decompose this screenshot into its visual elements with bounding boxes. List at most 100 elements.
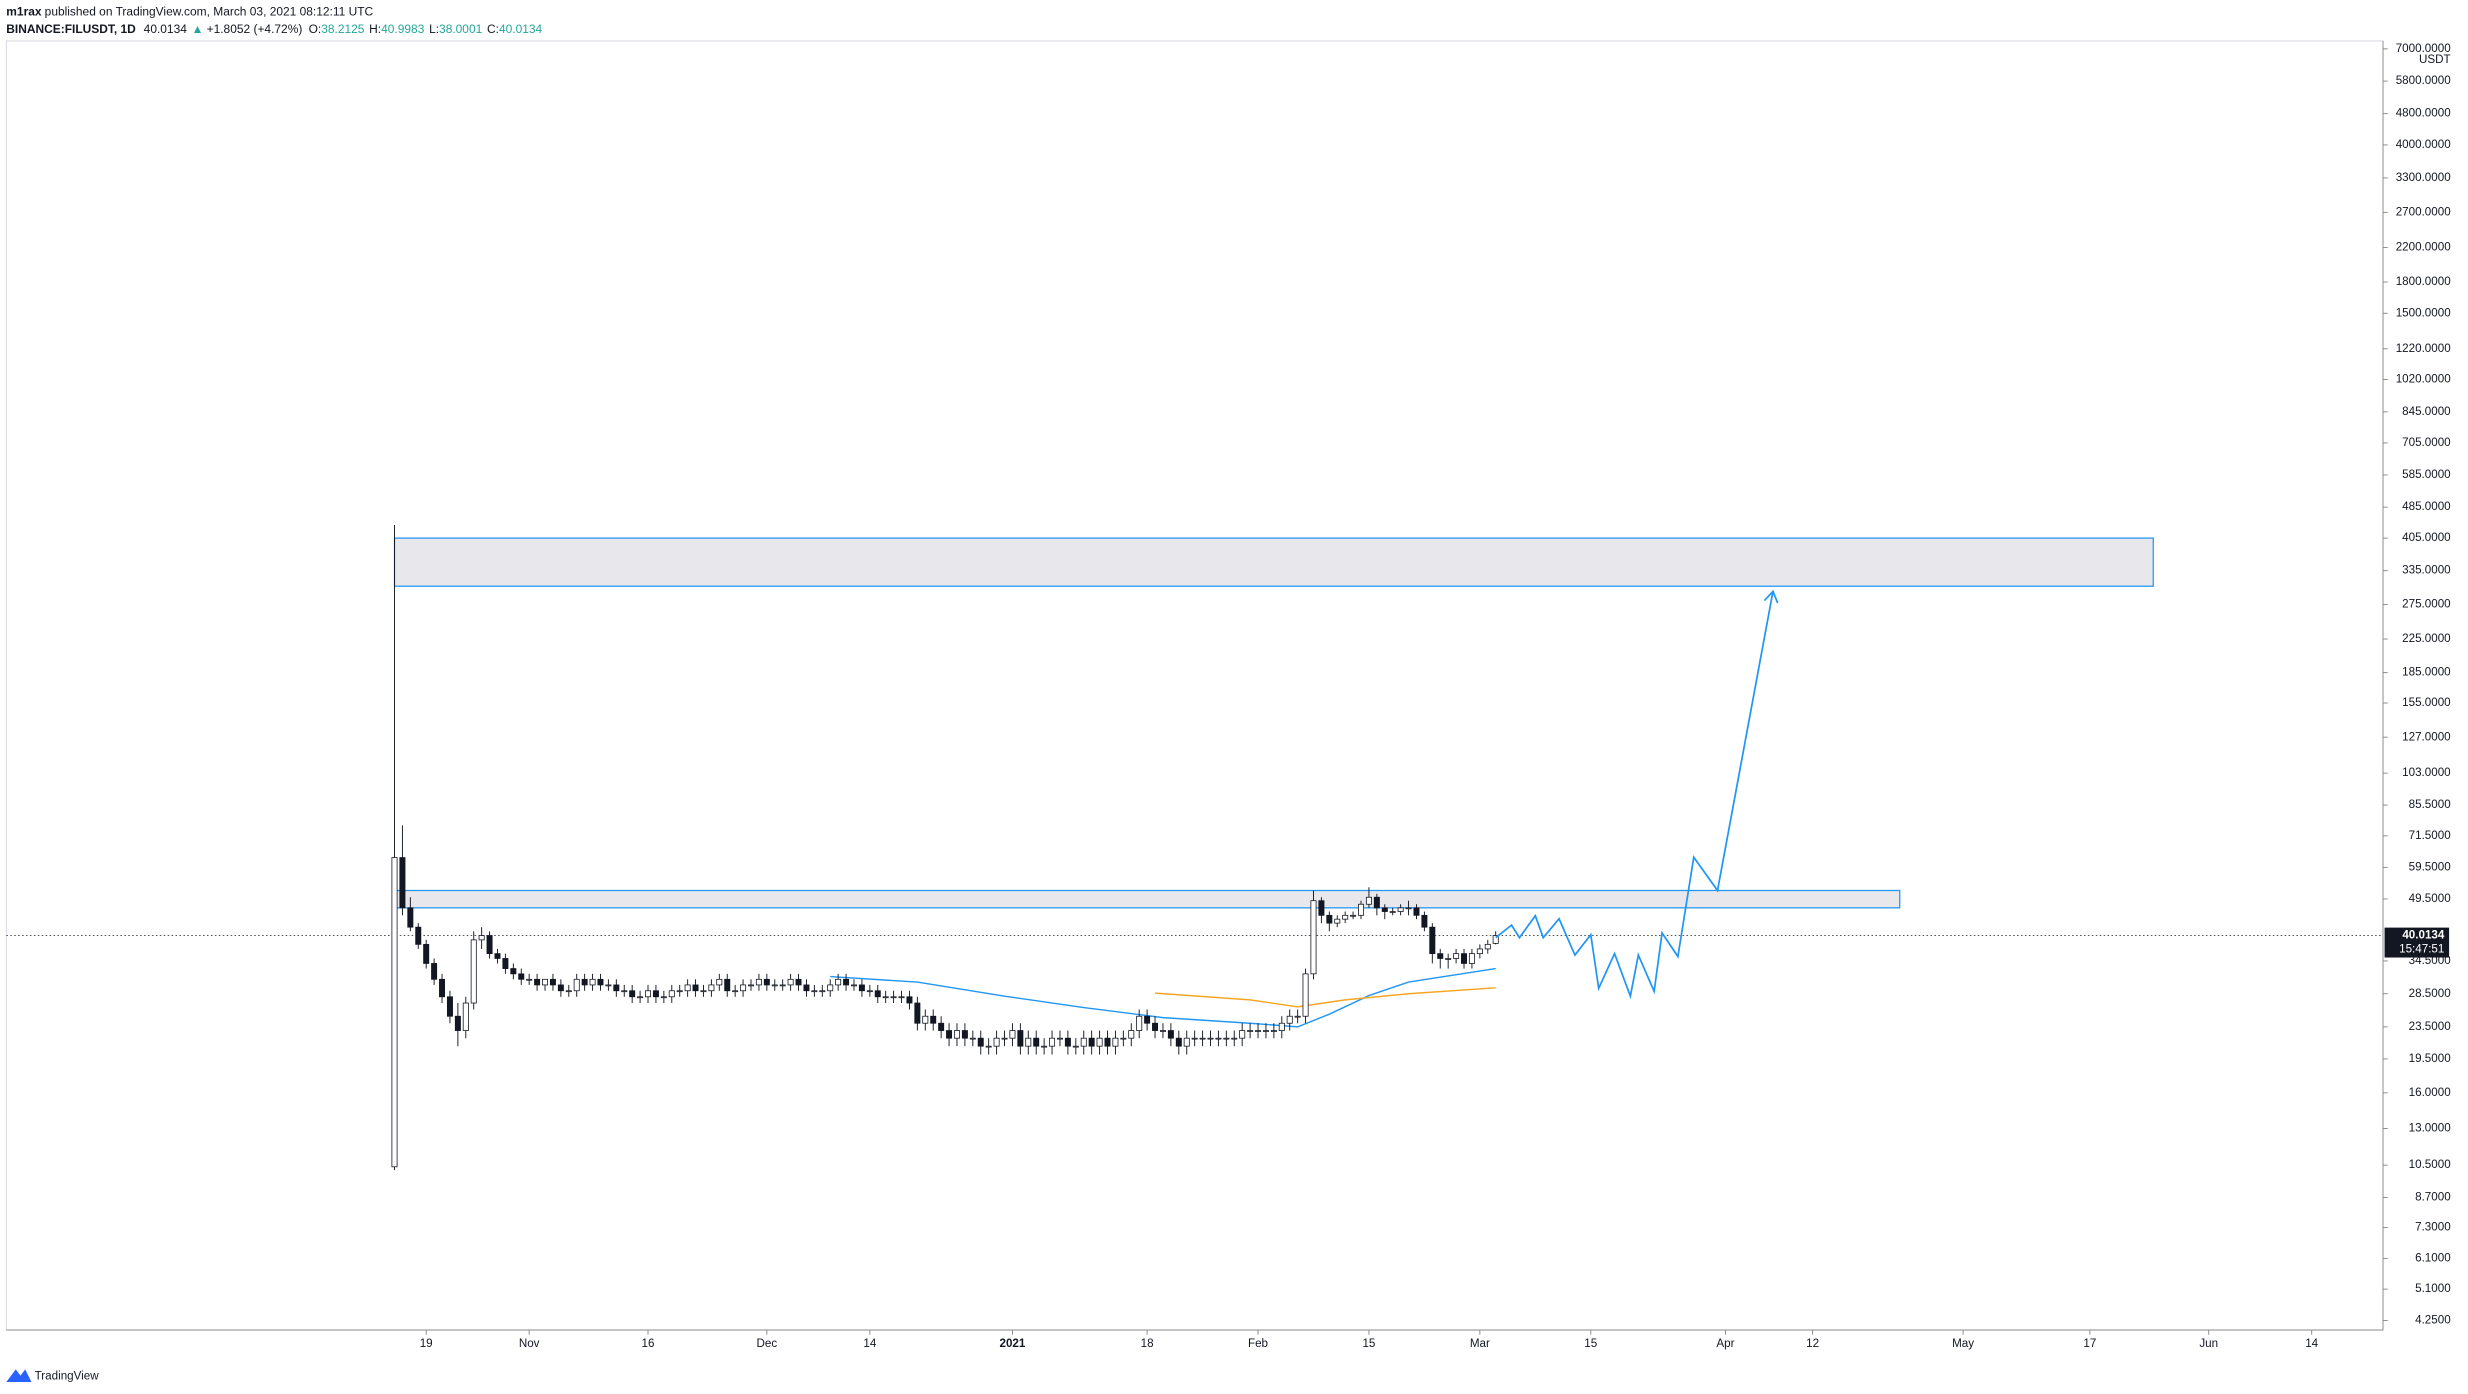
candle-body (502, 958, 509, 969)
y-tick-label: 225.0000 (2402, 632, 2451, 645)
candle-body (1278, 1022, 1285, 1031)
candle-body (446, 996, 453, 1017)
y-tick-label: 103.0000 (2402, 766, 2451, 779)
candle-body (835, 978, 842, 986)
x-tick-label: 18 (1141, 1337, 1154, 1350)
candle-body (557, 984, 564, 992)
candle-body (1207, 1037, 1214, 1040)
candle-body (1041, 1045, 1048, 1048)
x-tick-label: 15 (1584, 1337, 1597, 1350)
candle-body (922, 1015, 929, 1024)
candle-body (819, 990, 826, 993)
candle-body (1262, 1030, 1269, 1032)
candle-body (1334, 918, 1341, 924)
candle-body (629, 990, 636, 998)
candle-body (510, 968, 517, 975)
candle-body (1191, 1037, 1198, 1040)
y-tick-label: 405.0000 (2402, 531, 2451, 544)
candle-body (1484, 943, 1491, 950)
candle-body (993, 1037, 1000, 1047)
candle-body (526, 978, 533, 981)
candle-body (589, 978, 596, 986)
candle-body (637, 996, 644, 999)
candle-body (732, 990, 739, 993)
candle-body (431, 963, 438, 980)
candle-body (573, 978, 580, 992)
candle-body (486, 935, 493, 955)
x-tick-label: Feb (1248, 1337, 1268, 1350)
y-tick-label: 4.2500 (2415, 1314, 2451, 1327)
candle-body (1159, 1030, 1166, 1032)
price-tag (2384, 927, 2450, 958)
y-tick-label: 585.0000 (2402, 468, 2451, 481)
candle-body (660, 996, 667, 999)
y-tick-label: 6.1000 (2415, 1251, 2451, 1264)
footer-logo: TradingView (6, 1369, 100, 1383)
x-tick-label: 15 (1362, 1337, 1375, 1350)
y-tick-label: 2200.0000 (2396, 241, 2451, 254)
arrow: ▲ (192, 22, 204, 36)
y-tick-label: 485.0000 (2402, 500, 2451, 513)
y-tick-label: 1220.0000 (2396, 342, 2451, 355)
x-tick-label: Apr (1716, 1337, 1734, 1350)
y-tick-label: 16.0000 (2409, 1086, 2452, 1099)
candle-body (938, 1022, 945, 1031)
candle-body (708, 984, 715, 992)
candle-body (399, 857, 406, 909)
candle-body (684, 984, 691, 992)
y-tick-label: 2700.0000 (2396, 205, 2451, 218)
candle-body (549, 978, 556, 986)
candle-body (470, 939, 477, 1004)
candle-body (882, 996, 889, 999)
ohlc-label: H: (369, 22, 381, 36)
candle-body (1476, 948, 1483, 955)
candle-body (843, 978, 850, 986)
ohlc-value: 38.0001 (439, 22, 483, 36)
candle-body (771, 984, 778, 987)
y-tick-label: 4000.0000 (2396, 138, 2451, 151)
candle-body (763, 978, 770, 986)
x-tick-label: Nov (519, 1337, 540, 1350)
y-tick-label: 23.5000 (2409, 1020, 2452, 1033)
candle-body (740, 984, 747, 992)
candle-body (1001, 1037, 1008, 1040)
candle-body (1358, 903, 1365, 916)
candle-body (1492, 935, 1499, 944)
candle-body (1239, 1030, 1246, 1039)
candle-body (581, 978, 588, 986)
candle-body (1104, 1037, 1111, 1047)
y-tick-label: 49.5000 (2409, 892, 2452, 905)
candle-body (534, 978, 541, 986)
symbol: BINANCE:FILUSDT, 1D (6, 22, 136, 36)
x-tick-label: 16 (642, 1337, 655, 1350)
y-tick-label: 705.0000 (2402, 436, 2451, 449)
candle-body (1072, 1045, 1079, 1048)
y-tick-label: 7.3000 (2415, 1221, 2451, 1234)
candle-body (676, 990, 683, 993)
candle-body (1017, 1030, 1024, 1047)
candle-body (946, 1030, 953, 1039)
candle-body (423, 943, 430, 964)
brand: TradingView (35, 1370, 100, 1383)
ohlc-label: L: (429, 22, 439, 36)
candle-body (866, 990, 873, 993)
candle-body (1056, 1037, 1063, 1040)
candle-body (1215, 1037, 1222, 1040)
candle-body (454, 1015, 461, 1031)
candle-body (645, 990, 652, 998)
candle-body (1453, 953, 1460, 959)
candle-body (1413, 907, 1420, 916)
y-tick-label: 3300.0000 (2396, 171, 2451, 184)
candle-body (906, 996, 913, 1004)
candle-body (985, 1045, 992, 1048)
candle-body (1088, 1037, 1095, 1047)
candle-body (613, 984, 620, 992)
ohlc-value: 40.0134 (499, 22, 543, 36)
candle-body (1025, 1037, 1032, 1047)
x-tick-label: 12 (1806, 1337, 1819, 1350)
projection-arrowhead (1763, 589, 1779, 604)
plot-frame (5, 40, 2384, 1331)
symbol-legend: BINANCE:FILUSDT, 1D 40.0134 ▲ +1.8052 (+4.7… (6, 22, 542, 36)
zone (393, 889, 1901, 909)
